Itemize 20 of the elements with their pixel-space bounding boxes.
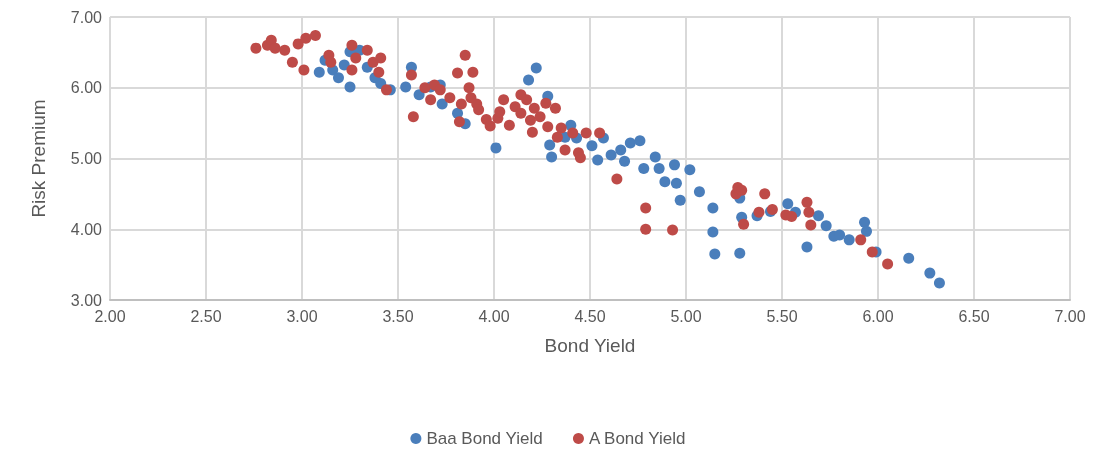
- legend-label: A Bond Yield: [588, 429, 686, 448]
- x-tick-label: 2.00: [94, 307, 126, 325]
- x-tick-label: 3.00: [286, 307, 318, 325]
- x-axis-title: Bond Yield: [544, 335, 636, 356]
- x-tick-label: 4.00: [478, 307, 510, 325]
- x-tick-label: 7.00: [1054, 307, 1086, 325]
- x-tick-label: 5.50: [766, 307, 798, 325]
- y-tick-label: 3.00: [70, 291, 103, 309]
- y-tick-label: 5.00: [70, 150, 103, 167]
- x-tick-label: 5.00: [670, 307, 702, 325]
- legend-label: Baa Bond Yield: [426, 429, 543, 448]
- x-tick-label: 2.50: [190, 307, 222, 325]
- y-tick-label: 7.00: [70, 8, 103, 26]
- y-axis-title: Risk Premium: [28, 99, 49, 218]
- x-tick-label: 6.00: [862, 307, 894, 325]
- y-tick-label: 4.00: [70, 220, 103, 238]
- x-tick-label: 4.50: [574, 307, 606, 325]
- y-tick-label: 6.00: [70, 79, 103, 97]
- x-tick-label: 6.50: [958, 307, 990, 325]
- x-tick-label: 3.50: [382, 307, 414, 325]
